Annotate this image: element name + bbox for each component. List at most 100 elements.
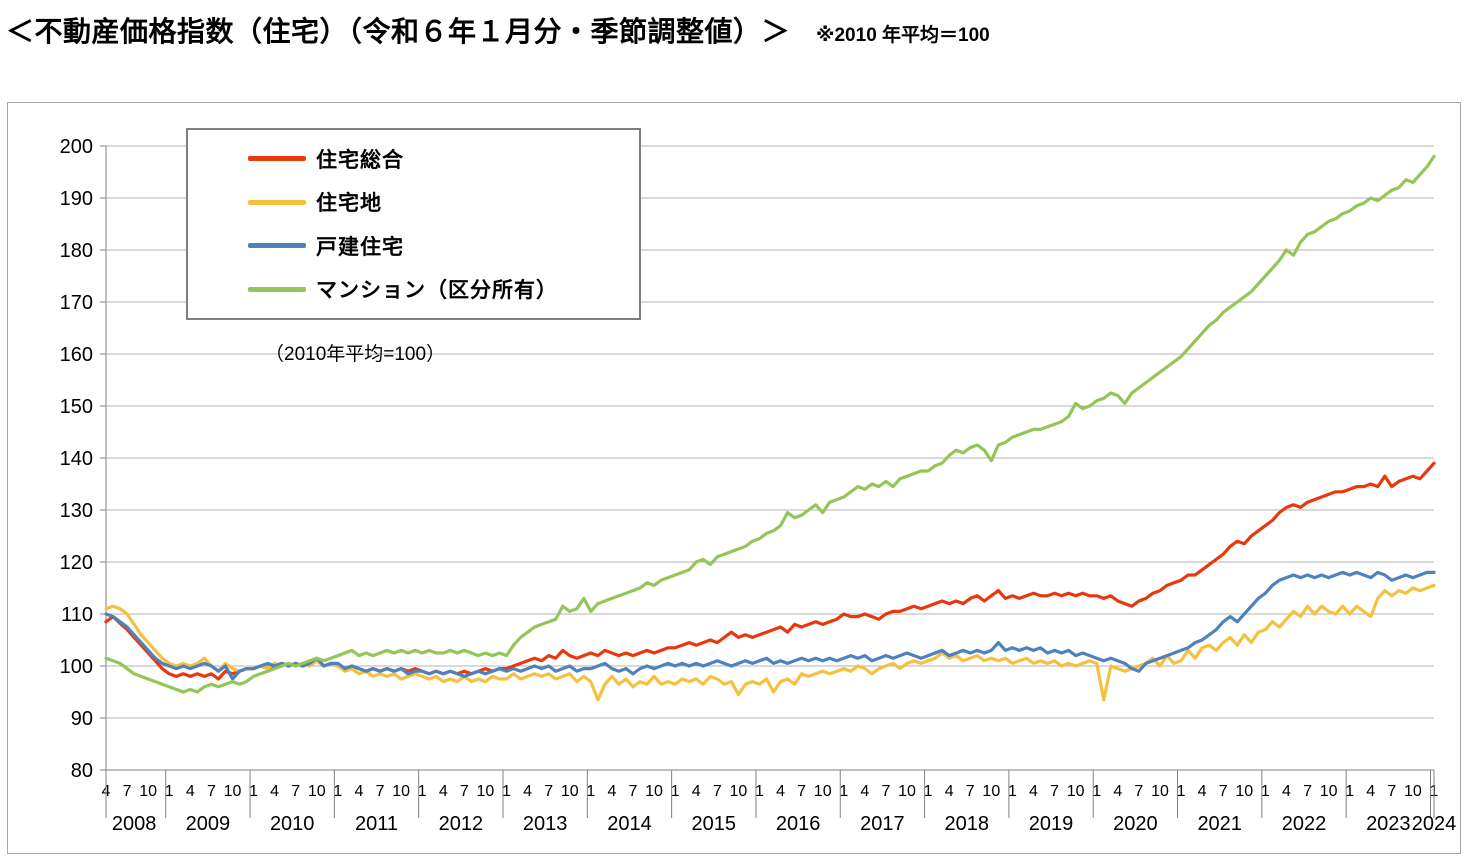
svg-text:2018: 2018 xyxy=(944,813,989,835)
svg-text:200: 200 xyxy=(60,136,93,158)
svg-text:7: 7 xyxy=(207,783,216,800)
svg-text:10: 10 xyxy=(1151,783,1169,800)
svg-text:2024: 2024 xyxy=(1412,813,1457,835)
svg-text:2014: 2014 xyxy=(607,813,652,835)
svg-text:4: 4 xyxy=(860,783,869,800)
svg-text:4: 4 xyxy=(1198,783,1207,800)
svg-text:2017: 2017 xyxy=(860,813,905,835)
svg-text:4: 4 xyxy=(945,783,954,800)
legend-item-4: マンション（区分所有） xyxy=(248,274,639,304)
svg-text:170: 170 xyxy=(60,292,93,314)
svg-text:10: 10 xyxy=(1067,783,1085,800)
svg-text:2011: 2011 xyxy=(355,813,398,835)
svg-text:180: 180 xyxy=(60,240,93,262)
svg-text:1: 1 xyxy=(755,783,764,800)
svg-text:10: 10 xyxy=(477,783,495,800)
svg-text:7: 7 xyxy=(1219,783,1228,800)
svg-text:1: 1 xyxy=(1261,783,1270,800)
svg-text:80: 80 xyxy=(71,760,93,782)
svg-text:10: 10 xyxy=(139,783,157,800)
svg-text:1: 1 xyxy=(924,783,933,800)
svg-text:4: 4 xyxy=(354,783,363,800)
svg-text:1: 1 xyxy=(1177,783,1186,800)
svg-text:7: 7 xyxy=(291,783,300,800)
svg-text:7: 7 xyxy=(123,783,132,800)
svg-text:4: 4 xyxy=(692,783,701,800)
svg-text:4: 4 xyxy=(776,783,785,800)
legend-line-swatch xyxy=(248,286,306,292)
svg-text:4: 4 xyxy=(607,783,616,800)
svg-text:100: 100 xyxy=(60,656,93,678)
svg-text:10: 10 xyxy=(1235,783,1253,800)
legend-item-1: 住宅総合 xyxy=(248,144,639,174)
svg-text:10: 10 xyxy=(898,783,916,800)
svg-text:1: 1 xyxy=(1092,783,1101,800)
svg-text:1: 1 xyxy=(1008,783,1017,800)
svg-text:10: 10 xyxy=(308,783,326,800)
svg-text:2013: 2013 xyxy=(523,813,568,835)
svg-text:7: 7 xyxy=(713,783,722,800)
title-row: ＜不動産価格指数（住宅）（令和６年１月分・季節調整値）＞ ※2010 年平均＝1… xyxy=(0,0,1466,50)
svg-text:4: 4 xyxy=(1113,783,1122,800)
svg-text:7: 7 xyxy=(966,783,975,800)
svg-text:4: 4 xyxy=(523,783,532,800)
svg-text:2021: 2021 xyxy=(1197,813,1242,835)
svg-text:10: 10 xyxy=(814,783,832,800)
svg-text:7: 7 xyxy=(1387,783,1396,800)
legend-line-swatch xyxy=(248,156,306,162)
svg-text:4: 4 xyxy=(1366,783,1375,800)
svg-text:2012: 2012 xyxy=(439,813,484,835)
svg-text:7: 7 xyxy=(1134,783,1143,800)
svg-text:110: 110 xyxy=(61,604,93,626)
svg-text:10: 10 xyxy=(729,783,747,800)
svg-text:2019: 2019 xyxy=(1029,813,1074,835)
svg-text:10: 10 xyxy=(645,783,663,800)
svg-text:10: 10 xyxy=(982,783,1000,800)
svg-text:1: 1 xyxy=(1345,783,1354,800)
svg-text:10: 10 xyxy=(392,783,410,800)
svg-text:2023: 2023 xyxy=(1366,813,1411,835)
svg-text:120: 120 xyxy=(60,552,93,574)
svg-text:1: 1 xyxy=(502,783,511,800)
svg-text:1: 1 xyxy=(249,783,258,800)
svg-text:4: 4 xyxy=(1029,783,1038,800)
svg-text:1: 1 xyxy=(418,783,427,800)
legend-item-3: 戸建住宅 xyxy=(248,231,639,261)
legend-item-2: 住宅地 xyxy=(248,187,639,217)
svg-text:190: 190 xyxy=(60,188,93,210)
svg-text:150: 150 xyxy=(60,396,93,418)
svg-text:10: 10 xyxy=(1320,783,1338,800)
svg-text:10: 10 xyxy=(1404,783,1422,800)
svg-text:1: 1 xyxy=(671,783,680,800)
svg-text:2008: 2008 xyxy=(112,813,157,835)
svg-text:7: 7 xyxy=(797,783,806,800)
legend-label: 住宅総合 xyxy=(316,148,404,172)
svg-text:4: 4 xyxy=(1282,783,1291,800)
legend-label: 住宅地 xyxy=(316,192,382,216)
chart-container: 80 90 100 110 120 130 140 150 160 170 180 190 200 4 7 1… xyxy=(7,102,1461,854)
svg-text:2016: 2016 xyxy=(776,813,821,835)
svg-text:2015: 2015 xyxy=(692,813,737,835)
svg-text:4: 4 xyxy=(439,783,448,800)
svg-text:7: 7 xyxy=(629,783,638,800)
legend-line-swatch xyxy=(248,243,306,249)
svg-text:10: 10 xyxy=(561,783,579,800)
chart-legend: 住宅総合住宅地戸建住宅マンション（区分所有） xyxy=(186,128,641,320)
svg-text:140: 140 xyxy=(60,448,93,470)
svg-text:4: 4 xyxy=(270,783,279,800)
svg-text:7: 7 xyxy=(376,783,385,800)
svg-text:2010: 2010 xyxy=(270,813,315,835)
svg-text:7: 7 xyxy=(460,783,469,800)
baseline-note: （2010年平均=100） xyxy=(265,344,446,365)
svg-text:1: 1 xyxy=(839,783,848,800)
title-baseline-note: ※2010 年平均＝100 xyxy=(816,25,990,46)
legend-label: マンション（区分所有） xyxy=(316,279,558,303)
svg-text:160: 160 xyxy=(60,344,93,366)
svg-text:10: 10 xyxy=(224,783,242,800)
svg-text:90: 90 xyxy=(71,708,93,730)
svg-text:4: 4 xyxy=(186,783,195,800)
svg-text:7: 7 xyxy=(544,783,553,800)
legend-label: 戸建住宅 xyxy=(316,235,404,259)
page-title: ＜不動産価格指数（住宅）（令和６年１月分・季節調整値）＞ xyxy=(6,16,791,47)
